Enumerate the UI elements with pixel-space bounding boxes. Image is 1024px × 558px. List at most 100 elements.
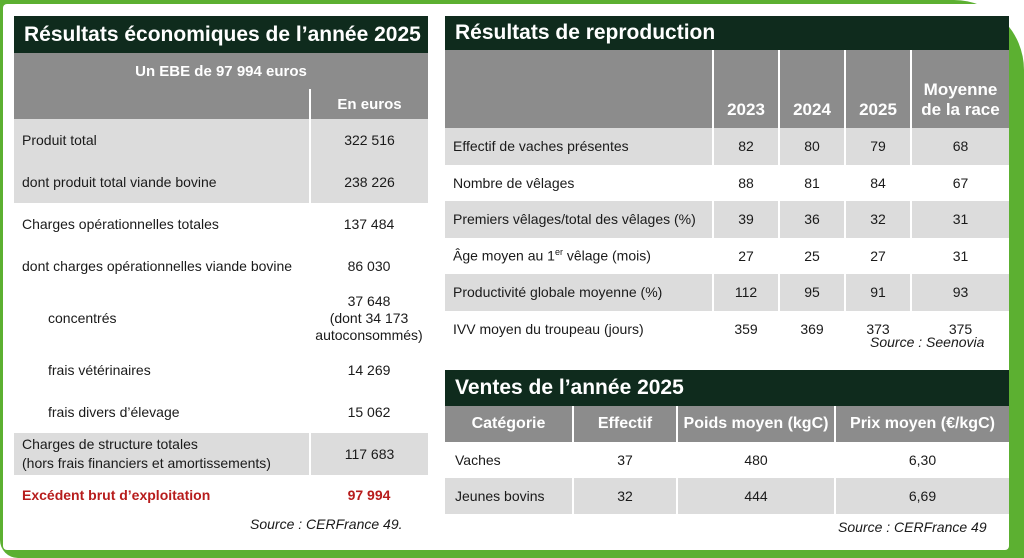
- row-label: dont produit total viande bovine: [22, 174, 217, 190]
- table-row: Charges opérationnelles totales 137 484: [14, 203, 428, 245]
- label-part: Âge moyen au 1: [453, 248, 555, 265]
- cell: 27: [712, 237, 779, 274]
- cell-prix: 6,30: [834, 442, 1009, 478]
- left-panel-title: Résultats économiques de l’année 2025: [14, 16, 428, 53]
- header-line: de la race: [921, 100, 1000, 119]
- ventes-title-text: Ventes de l’année 2025: [455, 376, 684, 399]
- row-value: 15 062: [347, 404, 391, 420]
- ebe-row: Excédent brut d’exploitation 97 994: [14, 475, 428, 515]
- col-header-poids: Poids moyen (kgC): [676, 406, 835, 442]
- ebe-value: 97 994: [347, 487, 391, 503]
- row-label: frais divers d’élevage: [48, 404, 180, 420]
- row-label: frais vétérinaires: [48, 362, 151, 378]
- table-row: IVV moyen du troupeau (jours) 359 369 37…: [445, 310, 1009, 347]
- row-value: 238 226: [309, 161, 428, 203]
- cell: 93: [910, 274, 1009, 311]
- row-label: Âge moyen au 1er vêlage (mois): [445, 238, 713, 275]
- repro-panel-title: Résultats de reproduction: [445, 16, 1009, 50]
- cell: 84: [844, 164, 911, 201]
- cell: 81: [778, 164, 845, 201]
- table-row: frais vétérinaires 14 269: [14, 349, 428, 391]
- cell: 88: [712, 164, 779, 201]
- cell: 32: [844, 201, 911, 238]
- row-value: 14 269: [347, 362, 391, 378]
- cell: 375: [910, 310, 1009, 347]
- table-row: Jeunes bovins 32 444 6,69: [445, 478, 1009, 514]
- col-header-average: Moyenne de la race: [910, 50, 1009, 128]
- table-row: Produit total 322 516: [14, 119, 428, 161]
- repro-source: Source : Seenovia: [870, 334, 985, 350]
- col-header-prix: Prix moyen (€/kgC): [834, 406, 1009, 442]
- cell: 373: [844, 310, 911, 347]
- row-value-multiline: 37 648 (dont 34 173 autoconsommés): [310, 287, 428, 349]
- row-label: Nombre de vêlages: [453, 174, 575, 191]
- col-header-categorie: Catégorie: [471, 415, 546, 432]
- row-value: 137 484: [343, 216, 395, 232]
- table-row: Vaches 37 480 6,30: [445, 442, 1009, 478]
- repro-title-text: Résultats de reproduction: [455, 21, 716, 44]
- cell: 112: [712, 274, 779, 311]
- table-row: concentrés 37 648 (dont 34 173 autoconso…: [14, 287, 428, 349]
- cell: 67: [910, 164, 1009, 201]
- unit-header-row: En euros: [14, 89, 428, 119]
- cell-categorie: Jeunes bovins: [455, 488, 545, 504]
- row-label: concentrés: [48, 310, 117, 326]
- cell-prix: 6,69: [834, 478, 1009, 514]
- cell: 80: [778, 128, 845, 165]
- cell: 27: [844, 237, 911, 274]
- ventes-panel-title: Ventes de l’année 2025: [445, 370, 1009, 406]
- table-row: Effectif de vaches présentes 82 80 79 68: [445, 128, 1009, 165]
- sales-table: Catégorie Effectif Poids moyen (kgC) Pri…: [445, 406, 1009, 514]
- cell: 95: [778, 274, 845, 311]
- cell: 39: [712, 201, 779, 238]
- ventes-header-row: Catégorie Effectif Poids moyen (kgC) Pri…: [445, 406, 1009, 442]
- value-line: autoconsommés): [315, 326, 423, 343]
- left-title-text: Résultats économiques de l’année 2025: [24, 22, 421, 46]
- cell-effectif: 37: [572, 442, 677, 478]
- table-row: frais divers d’élevage 15 062: [14, 391, 428, 433]
- row-label-multiline: Charges de structure totales (hors frais…: [14, 433, 310, 475]
- ventes-source: Source : CERFrance 49: [838, 519, 987, 535]
- reproduction-table: 2023 2024 2025 Moyenne de la race Effect…: [445, 50, 1009, 347]
- row-label: IVV moyen du troupeau (jours): [453, 320, 644, 337]
- cell-effectif: 32: [572, 478, 677, 514]
- cell-poids: 444: [676, 478, 835, 514]
- cell: 31: [910, 201, 1009, 238]
- row-value: 322 516: [309, 119, 428, 161]
- ebe-subtitle: Un EBE de 97 994 euros: [135, 62, 307, 80]
- table-row: Productivité globale moyenne (%) 112 95 …: [445, 274, 1009, 311]
- row-label: Effectif de vaches présentes: [453, 138, 629, 155]
- cell: 68: [910, 128, 1009, 165]
- col-header-2024: 2024: [778, 50, 845, 128]
- col-header-2023: 2023: [712, 50, 779, 128]
- table-row: dont charges opérationnelles viande bovi…: [14, 245, 428, 287]
- row-label: dont charges opérationnelles viande bovi…: [22, 258, 293, 274]
- subtitle-row: Un EBE de 97 994 euros: [14, 53, 428, 89]
- row-label: Productivité globale moyenne (%): [453, 284, 663, 301]
- col-header-2025: 2025: [844, 50, 911, 128]
- table-row: Âge moyen au 1er vêlage (mois) 27 25 27 …: [445, 237, 1009, 275]
- row-label: Premiers vêlages/total des vêlages (%): [453, 211, 696, 228]
- economic-results-table: Un EBE de 97 994 euros En euros Produit …: [14, 53, 428, 515]
- cell: 25: [778, 237, 845, 274]
- row-label: Charges opérationnelles totales: [22, 216, 219, 232]
- label-part: vêlage (mois): [562, 248, 651, 265]
- cell-poids: 480: [676, 442, 835, 478]
- cell: 369: [778, 310, 845, 347]
- table-row: Charges de structure totales (hors frais…: [14, 433, 428, 475]
- cell: 31: [910, 237, 1009, 274]
- row-value: 117 683: [309, 433, 428, 475]
- cell: 91: [844, 274, 911, 311]
- table-row: dont produit total viande bovine 238 226: [14, 161, 428, 203]
- repro-header-row: 2023 2024 2025 Moyenne de la race: [445, 50, 1009, 128]
- cell-categorie: Vaches: [455, 452, 501, 468]
- cell: 359: [712, 310, 779, 347]
- header-line: Moyenne: [923, 80, 998, 99]
- label-line: Charges de structure totales: [22, 436, 198, 452]
- table-row: Premiers vêlages/total des vêlages (%) 3…: [445, 201, 1009, 238]
- row-value: 86 030: [347, 258, 391, 274]
- col-header-effectif: Effectif: [572, 406, 677, 442]
- cell: 82: [712, 128, 779, 165]
- cell: 79: [844, 128, 911, 165]
- ebe-label: Excédent brut d’exploitation: [22, 487, 211, 503]
